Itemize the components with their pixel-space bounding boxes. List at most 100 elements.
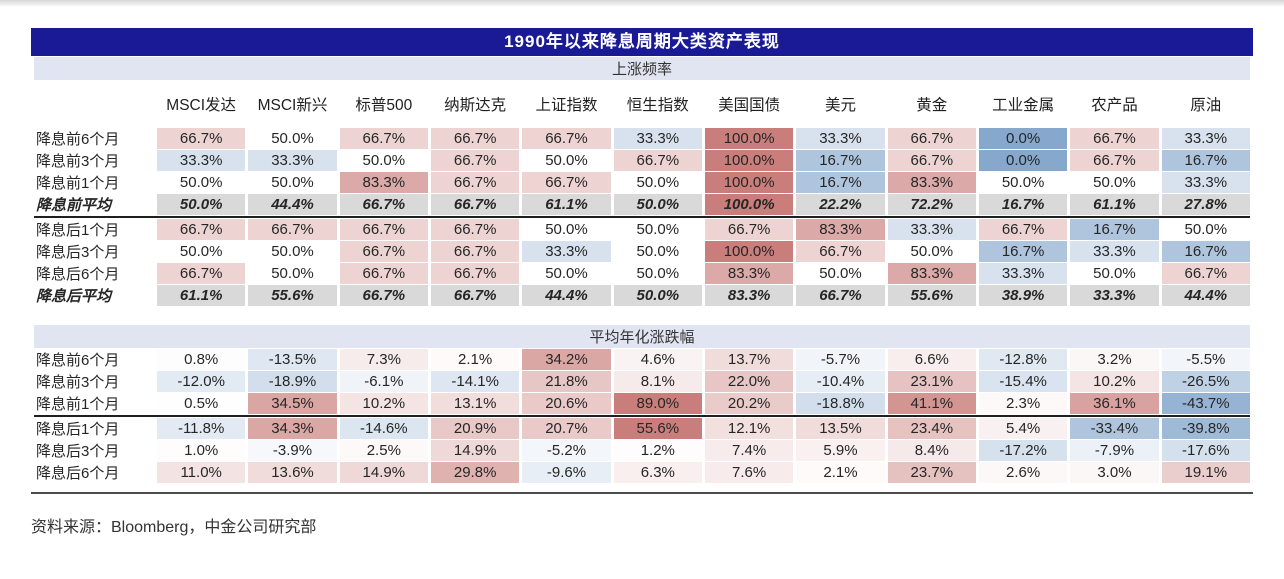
table-cell: 66.7% (522, 172, 611, 193)
table-cell: 16.7% (978, 241, 1068, 262)
table-row: 降息后3个月 1.0% -3.9% 2.5% 14.9% -5.2% 1.2% 7.4% 5.9… (34, 440, 1250, 461)
table-cell: 55.6% (613, 418, 702, 439)
table-cell: 50.0% (157, 172, 246, 193)
table-cell: 66.7% (248, 219, 337, 240)
table-cell: -5.2% (522, 440, 611, 461)
column-header: 农产品 (1070, 81, 1159, 127)
table-cell: 66.7% (1070, 128, 1159, 149)
table-cell: 66.7% (157, 263, 246, 284)
table-cell: 50.0% (1070, 263, 1159, 284)
table-cell: 33.3% (522, 241, 611, 262)
table-cell: 50.0% (522, 219, 611, 240)
table-cell: 50.0% (613, 285, 702, 306)
table-cell: -5.5% (1161, 349, 1250, 370)
table-cell: 100.0% (704, 150, 794, 171)
table-cell: 10.2% (1070, 371, 1159, 392)
column-header: 恒生指数 (613, 81, 702, 127)
asset-table: 上涨频率 MSCI发达 MSCI新兴 标普500 纳斯达克 上证指数 恒生指数 美国国债 美元黄… (31, 56, 1253, 484)
table-row: 降息后1个月 66.7% 66.7% 66.7% 66.7% 50.0% 50.0% 66.7… (34, 219, 1250, 240)
table-cell: 16.7% (1161, 241, 1250, 262)
table-cell: 100.0% (704, 241, 794, 262)
table-cell: 66.7% (430, 128, 520, 149)
table-row: 降息前3个月 33.3% 33.3% 50.0% 66.7% 50.0% 66.7% 100.… (34, 150, 1250, 171)
table-cell: 55.6% (248, 285, 337, 306)
section-header: 上涨频率 (34, 57, 1250, 80)
table-cell: 50.0% (613, 241, 702, 262)
table-cell: -14.6% (339, 418, 428, 439)
table-cell: 50.0% (613, 194, 702, 215)
table-cell: 7.3% (339, 349, 428, 370)
table-cell: -18.9% (248, 371, 337, 392)
table-cell: 33.3% (1161, 128, 1250, 149)
table-cell: 33.3% (613, 128, 702, 149)
row-label: 降息后6个月 (34, 462, 154, 483)
table-cell: 2.3% (978, 393, 1068, 414)
table-cell: 50.0% (248, 128, 337, 149)
table-cell: 20.9% (430, 418, 520, 439)
table-cell: 33.3% (1161, 172, 1250, 193)
table-cell: 22.0% (704, 371, 794, 392)
table-cell: -3.9% (248, 440, 337, 461)
table-cell: -5.7% (796, 349, 885, 370)
table-cell: 66.7% (430, 241, 520, 262)
table-row: 降息后平均 61.1% 55.6% 66.7% 66.7% 44.4% 50.0% 83.3%… (34, 285, 1250, 306)
table-cell: 66.7% (978, 219, 1068, 240)
column-header: MSCI发达 (157, 81, 246, 127)
table-cell: 2.1% (430, 349, 520, 370)
table-cell: 16.7% (1161, 150, 1250, 171)
table-cell: -43.7% (1161, 393, 1250, 414)
table-cell: 20.7% (522, 418, 611, 439)
table-cell: 55.6% (887, 285, 976, 306)
table-cell: 33.3% (887, 219, 976, 240)
column-header: 黄金 (887, 81, 976, 127)
column-header: 纳斯达克 (430, 81, 520, 127)
table-cell: 0.0% (978, 128, 1068, 149)
table-cell: -12.8% (978, 349, 1068, 370)
table-cell: 72.2% (887, 194, 976, 215)
table-cell: 50.0% (613, 172, 702, 193)
column-header: 美国国债 (704, 81, 794, 127)
row-label: 降息后1个月 (34, 219, 154, 240)
table-cell: 1.0% (157, 440, 246, 461)
table-cell: 16.7% (796, 150, 885, 171)
table-cell: 2.6% (978, 462, 1068, 483)
table-cell: 83.3% (339, 172, 428, 193)
table-cell: 66.7% (157, 219, 246, 240)
table-cell: 3.2% (1070, 349, 1159, 370)
table-cell: 41.1% (887, 393, 976, 414)
table-cell: -15.4% (978, 371, 1068, 392)
column-header: 原油 (1161, 81, 1250, 127)
table-cell: 34.2% (522, 349, 611, 370)
table-cell: 1.2% (613, 440, 702, 461)
before-after-separator (34, 415, 1250, 417)
table-cell: 66.7% (796, 241, 885, 262)
table-cell: 11.0% (157, 462, 246, 483)
table-cell: 19.1% (1161, 462, 1250, 483)
table-cell: 44.4% (1161, 285, 1250, 306)
table-cell: -39.8% (1161, 418, 1250, 439)
table-cell: 50.0% (339, 150, 428, 171)
table-cell: 66.7% (613, 150, 702, 171)
table-cell: 4.6% (613, 349, 702, 370)
table-cell: -6.1% (339, 371, 428, 392)
table-cell: 50.0% (613, 263, 702, 284)
table-cell: 50.0% (1070, 172, 1159, 193)
column-header: MSCI新兴 (248, 81, 337, 127)
table-cell: 50.0% (887, 241, 976, 262)
table-cell: 14.9% (339, 462, 428, 483)
table-cell: 50.0% (1161, 219, 1250, 240)
table-cell: -18.8% (796, 393, 885, 414)
table-cell: 5.9% (796, 440, 885, 461)
table-cell: 89.0% (613, 393, 702, 414)
section-spacer (34, 307, 1250, 324)
table-cell: 83.3% (704, 263, 794, 284)
source-note: 资料来源：Bloomberg，中金公司研究部 (31, 519, 317, 536)
row-label: 降息前1个月 (34, 172, 154, 193)
table-cell: 36.1% (1070, 393, 1159, 414)
table-cell: 66.7% (887, 128, 976, 149)
table-cell: 12.1% (704, 418, 794, 439)
table-cell: 50.0% (613, 219, 702, 240)
table-cell: -14.1% (430, 371, 520, 392)
table-cell: -26.5% (1161, 371, 1250, 392)
row-label: 降息后3个月 (34, 241, 154, 262)
